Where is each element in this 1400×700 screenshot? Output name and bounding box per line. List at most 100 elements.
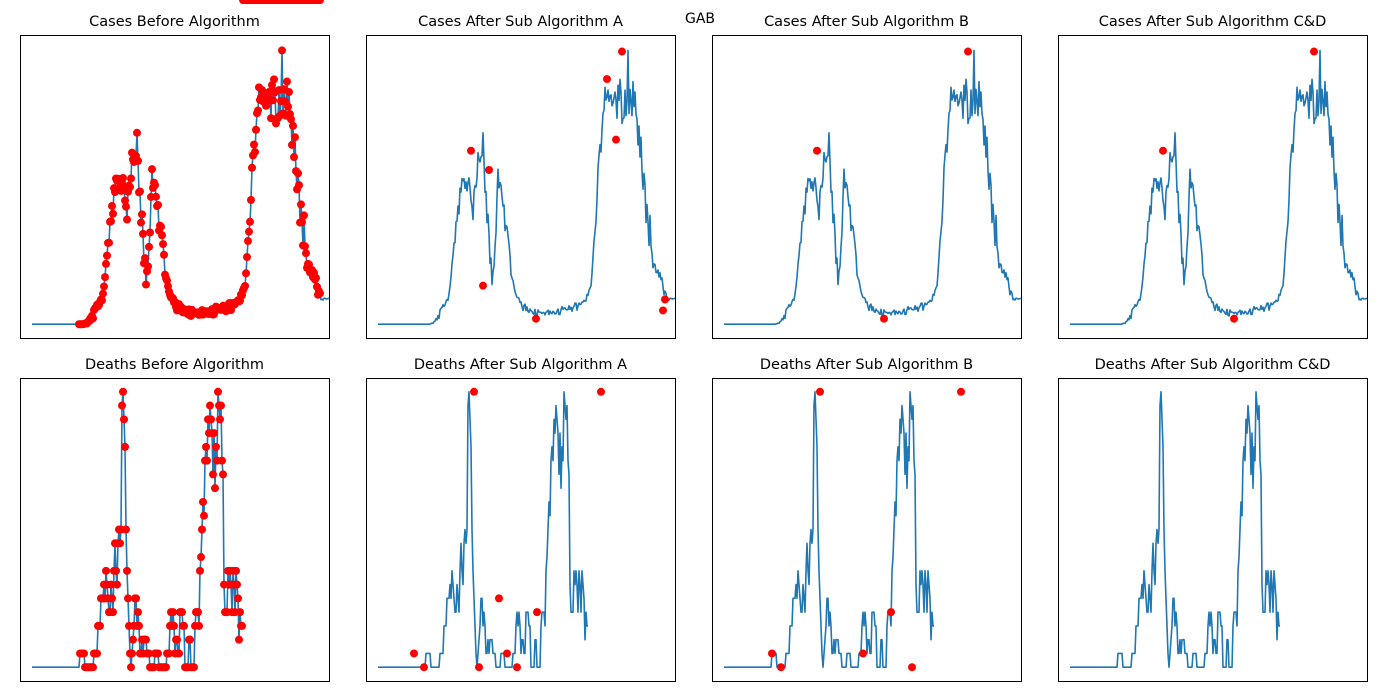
marker-point	[145, 649, 153, 658]
marker-point	[250, 140, 258, 149]
marker-point	[410, 649, 418, 658]
marker-point	[112, 566, 120, 575]
marker-point	[288, 140, 296, 149]
subplot-frame	[1058, 378, 1368, 682]
marker-point	[887, 608, 895, 617]
marker-point	[265, 88, 273, 97]
marker-point	[503, 649, 511, 658]
marker-point	[618, 47, 626, 56]
marker-point	[218, 456, 226, 465]
marker-point	[99, 289, 107, 298]
marker-point	[151, 181, 159, 190]
marker-point	[141, 254, 149, 263]
subplot-frame	[20, 35, 330, 339]
marker-point	[102, 259, 110, 268]
marker-point	[109, 209, 117, 218]
marker-point	[532, 314, 540, 323]
marker-point	[291, 133, 299, 142]
marker-point	[107, 580, 115, 589]
subplot-title: Deaths After Sub Algorithm A	[414, 357, 627, 373]
marker-point	[246, 217, 254, 226]
marker-point	[122, 525, 130, 534]
marker-point	[80, 649, 88, 658]
marker-point	[513, 663, 521, 672]
marker-point	[597, 387, 605, 396]
marker-point	[135, 621, 143, 630]
marker-point	[908, 663, 916, 672]
marker-point	[298, 218, 306, 227]
marker-point	[206, 401, 214, 410]
marker-point	[175, 649, 183, 658]
marker-point	[248, 163, 256, 172]
marker-point	[479, 281, 487, 290]
series-line-1	[1070, 49, 1368, 326]
marker-point	[301, 242, 309, 251]
marker-point	[132, 594, 140, 603]
subplot-frame	[1058, 35, 1368, 339]
marker-point	[316, 0, 324, 4]
marker-point	[157, 222, 165, 231]
subplot-title: Deaths After Sub Algorithm C&D	[1095, 357, 1331, 373]
marker-point	[243, 253, 251, 262]
marker-point	[495, 594, 503, 603]
marker-point	[302, 249, 310, 258]
marker-point	[236, 608, 244, 617]
marker-point	[245, 227, 253, 236]
marker-point	[312, 273, 320, 282]
marker-point	[244, 237, 252, 246]
subplot-8: Deaths After Sub Algorithm C&D	[1058, 357, 1368, 682]
marker-point	[105, 238, 113, 247]
subplot-title: Cases After Sub Algorithm C&D	[1099, 14, 1327, 30]
marker-point	[198, 525, 206, 534]
marker-point	[197, 553, 205, 562]
marker-point	[207, 415, 215, 424]
marker-point	[96, 621, 104, 630]
marker-point	[122, 202, 130, 211]
marker-point	[169, 608, 177, 617]
marker-point	[533, 608, 541, 617]
marker-point	[144, 262, 152, 271]
marker-point	[137, 218, 145, 227]
marker-point	[661, 295, 669, 304]
marker-point	[209, 470, 217, 479]
marker-point	[768, 649, 776, 658]
marker-point	[124, 594, 132, 603]
marker-point	[964, 47, 972, 56]
marker-point	[199, 497, 207, 506]
marker-point	[235, 635, 243, 644]
marker-point	[89, 314, 97, 323]
marker-point	[300, 211, 308, 220]
marker-point	[232, 566, 240, 575]
marker-point	[154, 649, 162, 658]
marker-point	[170, 621, 178, 630]
marker-point	[123, 215, 131, 224]
marker-point	[116, 539, 124, 548]
marker-point	[467, 146, 475, 155]
marker-point	[1159, 146, 1167, 155]
subplot-frame	[712, 35, 1022, 339]
marker-point	[270, 75, 278, 84]
marker-point	[267, 114, 275, 123]
marker-point	[289, 121, 297, 130]
marker-point	[159, 240, 167, 249]
subplot-1: Cases Before Algorithm	[20, 14, 330, 339]
marker-point	[247, 196, 255, 204]
marker-point	[285, 88, 293, 97]
marker-point	[194, 608, 202, 617]
marker-point	[162, 663, 170, 672]
marker-point	[98, 296, 106, 305]
marker-point	[158, 231, 166, 240]
marker-point	[241, 281, 249, 290]
marker-point	[234, 594, 242, 603]
marker-point	[146, 228, 154, 237]
marker-point	[127, 663, 135, 672]
subplot-title: Deaths After Sub Algorithm B	[760, 357, 973, 373]
marker-point	[160, 250, 168, 259]
marker-point	[134, 156, 142, 165]
marker-point	[154, 200, 162, 209]
figure-suptitle: GAB	[684, 11, 716, 27]
marker-point	[107, 217, 115, 226]
subplot-7: Deaths After Sub Algorithm B	[712, 357, 1022, 682]
marker-point	[777, 663, 785, 672]
marker-point	[100, 282, 108, 291]
